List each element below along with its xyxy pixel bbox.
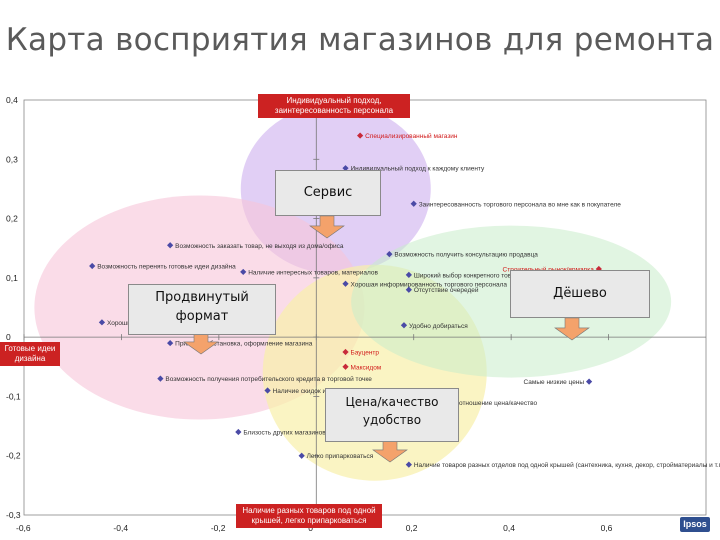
point-label: Возможность перенять готовые идеи дизайн… — [97, 263, 236, 271]
point-label: Хорошая информированность торгового перс… — [351, 281, 508, 288]
y-tick-label: 0 — [6, 332, 11, 342]
segment-service: Сервис — [275, 170, 381, 216]
x-tick-label: 0,2 — [406, 523, 418, 533]
point-label: Наличие интересных товаров, материалов — [248, 269, 378, 276]
ipsos-logo: Ipsos — [680, 517, 710, 532]
y-tick-label: -0,2 — [6, 451, 21, 461]
point-label: Максидом — [351, 364, 382, 371]
point-label: Самые низкие цены — [524, 379, 585, 386]
data-point — [298, 452, 305, 459]
x-tick-label: -0,2 — [211, 523, 226, 533]
point-label: Удобно добираться — [409, 322, 468, 330]
point-label: Строительный рынок/ярмарка — [503, 265, 595, 273]
segment-advanced: Продвинутый формат — [128, 284, 276, 335]
y-tick-label: 0,3 — [6, 154, 18, 164]
x-tick-label: -0,4 — [113, 523, 128, 533]
y-tick-label: -0,3 — [6, 510, 21, 520]
callout-individual: Индивидуальный подход, заинтересованност… — [258, 94, 410, 118]
x-tick-label: 0,6 — [601, 523, 613, 533]
point-label: Бауцентр — [351, 349, 380, 356]
data-point — [405, 271, 412, 279]
segment-price-quality: Цена/качество удобство — [325, 388, 459, 442]
data-point — [167, 242, 174, 249]
data-point — [342, 348, 349, 356]
y-tick-label: 0,2 — [6, 214, 18, 224]
point-label: Заинтересованность торгового персонала в… — [419, 201, 622, 208]
y-tick-label: 0,1 — [6, 273, 18, 283]
callout-bottom: Наличие разных товаров под одной крышей,… — [236, 504, 382, 528]
arrow-cheap — [554, 317, 590, 341]
point-label: Возможность получения потребительского к… — [165, 375, 372, 383]
point-label: Приятная обстановка, оформление магазина — [175, 340, 313, 348]
data-point — [264, 387, 271, 394]
x-tick-label: 0 — [308, 523, 313, 533]
point-label: Широкий выбор конкретного товара — [414, 271, 523, 279]
point-label: Индивидуальный подход к каждому клиенту — [351, 165, 485, 173]
point-label: Отсутствие очередей — [414, 286, 479, 294]
y-tick-label: -0,1 — [6, 391, 21, 401]
data-point — [235, 428, 242, 436]
segment-cheap: Дёшево — [510, 270, 650, 318]
data-point — [585, 378, 593, 385]
point-label: Оптимальное соотношение цена/качество — [409, 400, 537, 407]
data-point — [342, 363, 349, 370]
data-point — [405, 461, 412, 468]
point-label: Легко припарковаться — [307, 453, 374, 460]
page-title: Карта восприятия магазинов для ремонта — [5, 22, 715, 58]
point-label: Возможность получить консультацию продав… — [394, 252, 538, 259]
arrow-service — [309, 215, 345, 239]
x-tick-label: -0,6 — [16, 523, 31, 533]
point-label: Возможность заказать товар, не выходя из… — [175, 243, 344, 250]
callout-design: Готовые идеи дизайна — [0, 342, 60, 366]
y-tick-label: 0,4 — [6, 95, 18, 105]
x-tick-label: 0,4 — [503, 523, 515, 533]
data-point — [400, 322, 408, 329]
data-point — [342, 280, 349, 287]
point-label: Специализированный магазин — [365, 132, 458, 140]
data-point — [405, 286, 412, 293]
point-label: Наличие товаров разных отделов под одной… — [414, 461, 720, 469]
